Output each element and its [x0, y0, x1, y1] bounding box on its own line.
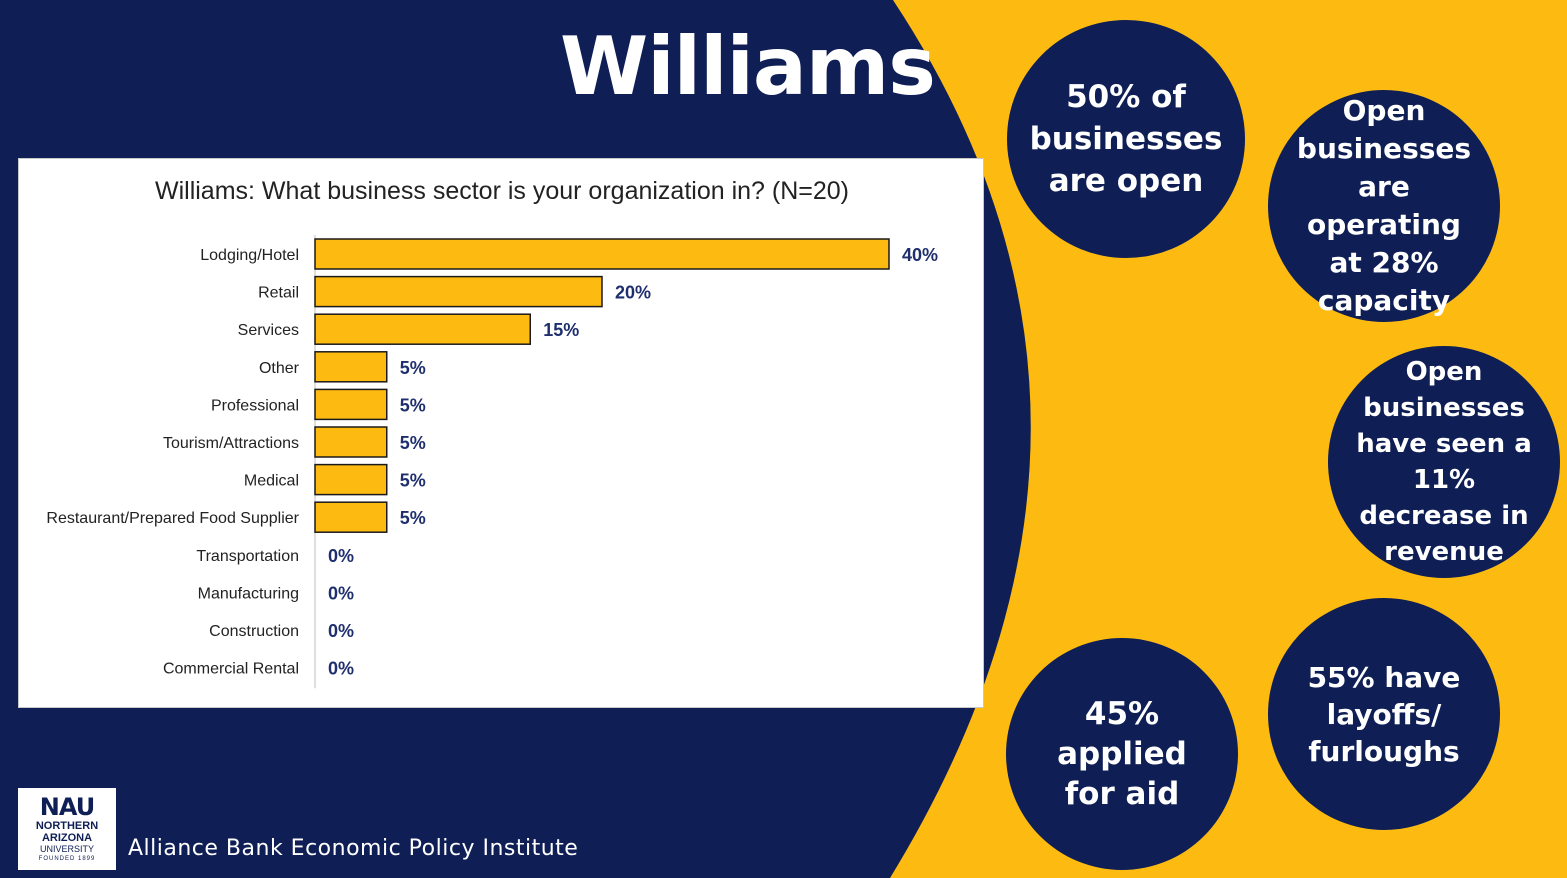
- category-label: Professional: [211, 397, 299, 414]
- stat-circle-revenue: Open businesses have seen a 11% decrease…: [1328, 346, 1560, 578]
- stat-circle-aid: 45% applied for aid: [1006, 638, 1238, 870]
- category-label: Other: [259, 360, 300, 377]
- chart-title: Williams: What business sector is your o…: [154, 177, 850, 205]
- bar: [314, 351, 388, 383]
- logo-line-2: ARIZONA: [41, 832, 93, 844]
- value-label: 0%: [328, 583, 354, 603]
- page-title: Williams: [560, 20, 936, 113]
- value-label: 5%: [400, 433, 426, 453]
- category-label: Construction: [209, 623, 299, 640]
- bar: [314, 426, 388, 458]
- bar: [314, 275, 603, 308]
- category-label: Commercial Rental: [163, 661, 299, 678]
- bar: [314, 313, 531, 345]
- stat-aid-text: 45% applied for aid: [1057, 696, 1187, 812]
- category-label: Manufacturing: [198, 585, 299, 602]
- value-label: 40%: [902, 245, 938, 265]
- logo-line-3: UNIVERSITY: [39, 844, 94, 854]
- value-label: 5%: [400, 471, 426, 491]
- category-label: Tourism/Attractions: [163, 435, 299, 452]
- value-label: 5%: [400, 508, 426, 528]
- category-label: Transportation: [196, 548, 299, 565]
- value-label: 0%: [328, 621, 354, 641]
- bar-chart: Lodging/Hotel 40% Retail 20% Services 15% Othe…: [46, 235, 938, 689]
- category-label: Lodging/Hotel: [200, 247, 299, 264]
- category-label: Services: [238, 322, 299, 339]
- bar: [314, 238, 890, 270]
- value-label: 20%: [615, 283, 651, 303]
- stat-circle-layoffs: 55% have layoffs/ furloughs: [1268, 598, 1500, 830]
- value-label: 5%: [400, 395, 426, 415]
- logo-line-1: NORTHERN: [35, 820, 99, 832]
- value-label: 0%: [328, 659, 354, 679]
- bar: [314, 501, 388, 533]
- stat-capacity-text: Open businesses are operating at 28% cap…: [1296, 94, 1472, 317]
- stat-open-text: 50% of businesses are open: [1029, 79, 1223, 199]
- value-label: 15%: [543, 320, 579, 340]
- category-label: Medical: [244, 473, 299, 490]
- stat-circle-capacity: Open businesses are operating at 28% cap…: [1268, 90, 1500, 322]
- logo-mark: NAU: [39, 793, 95, 821]
- stat-layoffs-text: 55% have layoffs/ furloughs: [1307, 660, 1461, 768]
- bar: [314, 388, 388, 421]
- logo-line-4: FOUNDED 1899: [38, 856, 96, 862]
- stat-revenue-text: Open businesses have seen a 11% decrease…: [1356, 357, 1532, 567]
- bar: [314, 463, 388, 496]
- institute-name: Alliance Bank Economic Policy Institute: [128, 836, 579, 861]
- nau-logo: NAU NORTHERN ARIZONA UNIVERSITY FOUNDED …: [18, 788, 116, 870]
- stat-circle-open: 50% of businesses are open: [1007, 20, 1245, 258]
- value-label: 5%: [400, 358, 426, 378]
- chart-panel: Williams: What business sector is your o…: [18, 158, 984, 708]
- category-label: Retail: [258, 285, 299, 302]
- category-label: Restaurant/Prepared Food Supplier: [46, 510, 299, 527]
- value-label: 0%: [328, 546, 354, 566]
